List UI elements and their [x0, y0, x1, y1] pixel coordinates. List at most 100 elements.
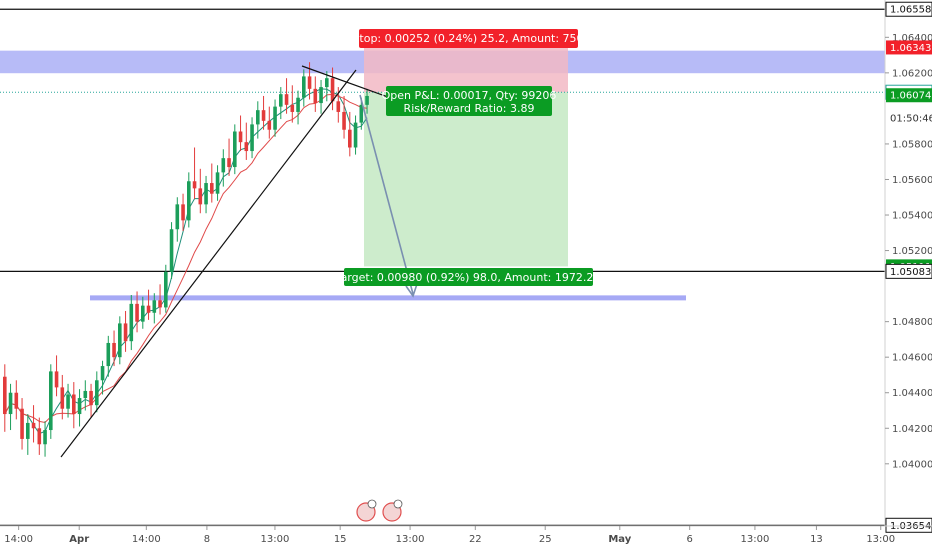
candle	[330, 67, 335, 111]
candle-body	[221, 158, 226, 173]
time-tick-label: 14:00	[132, 534, 161, 545]
price-tag: 1.06558	[885, 1, 932, 17]
candle	[227, 138, 231, 176]
candle-body	[348, 129, 352, 148]
price-tag-label: 1.06343	[890, 43, 931, 54]
stop-label-text: Stop: 0.00252 (0.24%) 25.2, Amount: 750	[352, 32, 583, 45]
candle-body	[192, 181, 197, 189]
candle-body	[77, 398, 82, 415]
candle-body	[261, 110, 266, 121]
price-axis[interactable]: 1.04000 1.04200 1.04400 1.04600 1.04800 1.052…	[885, 33, 932, 470]
price-tick-label: 1.05600	[892, 175, 932, 186]
candle-body	[238, 131, 243, 143]
candle	[302, 69, 306, 107]
candle	[49, 364, 53, 439]
candle	[14, 380, 19, 420]
candle	[135, 291, 139, 333]
time-tick-label: 14:00	[4, 534, 33, 545]
candle-body	[60, 387, 65, 409]
candle	[60, 374, 65, 420]
candle	[118, 316, 122, 365]
candle	[261, 95, 266, 130]
time-tick-label: 22	[469, 534, 482, 545]
candle	[279, 87, 283, 120]
projection-arrow[interactable]	[359, 94, 414, 295]
candle-body	[342, 111, 346, 130]
candle	[106, 335, 111, 377]
candle	[66, 383, 70, 418]
candle	[359, 97, 364, 130]
price-tick-label: 1.06200	[892, 68, 932, 79]
candle	[187, 172, 191, 228]
price-tag-bg	[885, 263, 932, 279]
candle	[348, 111, 352, 157]
price-tag: 1.06074	[886, 88, 932, 103]
reward-area[interactable]	[364, 92, 568, 267]
candle	[284, 78, 289, 114]
candle	[72, 382, 76, 429]
stop-label[interactable]: Stop: 0.00252 (0.24%) 25.2, Amount: 750	[352, 29, 584, 48]
candle	[192, 147, 197, 200]
candle	[3, 364, 7, 432]
trendline-support[interactable]	[60, 69, 357, 458]
candle-body	[66, 394, 70, 409]
candle-body	[20, 408, 24, 439]
candle	[37, 417, 42, 455]
candle-body	[54, 371, 59, 388]
trendline-resistance[interactable]	[301, 65, 389, 98]
target-label[interactable]: Target: 0.00980 (0.92%) 98.0, Amount: 19…	[335, 268, 601, 286]
moving-average-fast	[4, 88, 368, 435]
risk-area[interactable]	[364, 47, 568, 93]
candle-body	[353, 122, 358, 148]
time-tick-label: 13:00	[866, 534, 895, 545]
candle-body	[325, 78, 329, 88]
event-marker-1[interactable]	[356, 499, 377, 522]
candle	[325, 71, 329, 102]
candle	[319, 79, 323, 114]
price-tick-label: 1.04800	[892, 317, 932, 328]
candle	[210, 163, 214, 203]
candle	[215, 165, 220, 201]
candle-body	[187, 181, 191, 221]
candle-body	[89, 390, 93, 406]
candle	[164, 264, 168, 313]
time-tick-label: 13	[810, 534, 823, 545]
candle	[244, 122, 249, 160]
candle	[83, 380, 88, 411]
price-tag-label: 1.05083	[890, 267, 931, 278]
price-tag-label: 1.06074	[890, 91, 931, 102]
candle	[233, 124, 237, 175]
candle-body	[330, 78, 335, 102]
price-tick-label: 1.05400	[892, 211, 932, 222]
candle-body	[227, 158, 231, 168]
moving-average-slow	[4, 93, 368, 424]
candle-body	[256, 110, 260, 125]
candle-body	[72, 394, 76, 415]
candle-body	[233, 131, 237, 168]
event-marker-2[interactable]	[382, 499, 403, 522]
candle-body	[26, 422, 30, 439]
price-tag-label: 01:50:46	[890, 114, 932, 125]
candle-body	[250, 124, 254, 152]
time-tick-label: May	[608, 534, 631, 545]
projection-arrowhead	[405, 283, 418, 298]
candle-body	[336, 101, 341, 112]
candle	[43, 421, 47, 457]
candle	[26, 414, 30, 455]
candle-body	[164, 271, 168, 308]
pnl-label[interactable]: Open P&L: 0.00017, Qty: 99206 Risk/Rewar…	[382, 86, 557, 116]
candle	[112, 330, 116, 367]
candle-body	[169, 229, 174, 272]
candle	[204, 175, 208, 214]
candle-body	[100, 366, 105, 381]
candle-body	[43, 430, 47, 445]
time-tick-label: 13:00	[396, 534, 425, 545]
candle-body	[313, 88, 318, 104]
time-axis[interactable]: 14:00 Apr 14:00 8 13:00 15 13:00 22 25 May 6 13:00 1…	[4, 526, 895, 545]
candle	[267, 106, 272, 139]
candle-body	[152, 300, 157, 313]
price-tag: 1.05083	[885, 263, 932, 279]
candle	[31, 405, 36, 443]
candle	[146, 289, 151, 320]
